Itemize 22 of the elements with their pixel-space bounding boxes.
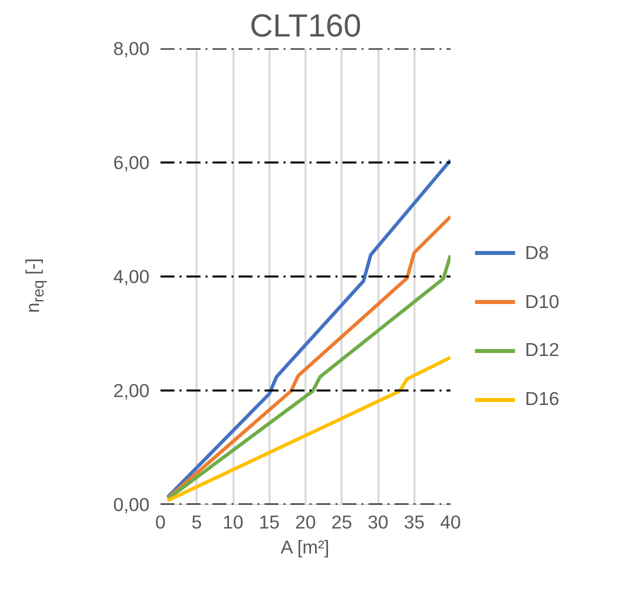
x-tick-label: 15 [258, 512, 280, 532]
y-tick-label: 0,00 [113, 494, 150, 515]
line-series [166, 158, 450, 499]
legend-label: D10 [525, 290, 560, 314]
x-tick-label: 40 [440, 512, 461, 532]
x-tick-label: 25 [331, 512, 352, 532]
y-tick-label: 4,00 [113, 266, 150, 287]
x-tick-label: 35 [404, 512, 425, 532]
chart-title: CLT160 [250, 8, 362, 44]
x-axis-title: A [m²] [280, 536, 330, 558]
x-tick-label: 10 [222, 512, 244, 532]
y-tick-label: 8,00 [113, 38, 150, 59]
x-tick-label: 0 [155, 512, 166, 532]
line-series [166, 356, 450, 502]
legend-label: D12 [525, 338, 560, 362]
y-tick-label: 2,00 [113, 380, 150, 401]
x-tick-label: 5 [192, 512, 202, 532]
legend-label: D16 [525, 387, 560, 412]
y-tick-label: 6,00 [113, 152, 150, 173]
x-tick-label: 30 [368, 512, 388, 532]
legend-label: D8 [525, 241, 549, 265]
x-tick-label: 20 [295, 512, 316, 532]
